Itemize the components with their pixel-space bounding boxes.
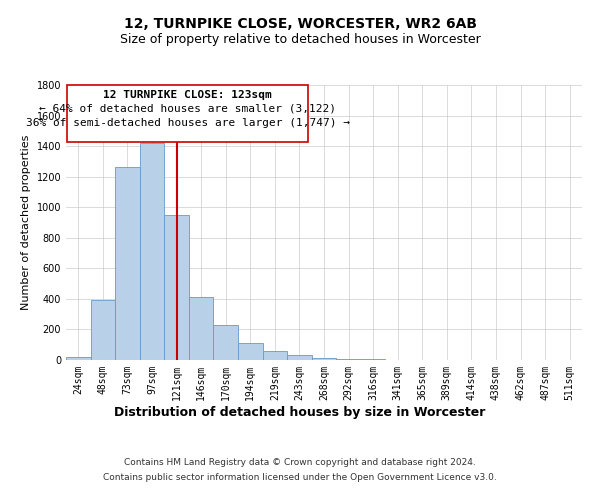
Text: Size of property relative to detached houses in Worcester: Size of property relative to detached ho… [119, 32, 481, 46]
Bar [336, 359, 361, 360]
Bar [263, 351, 287, 360]
Bar [238, 343, 263, 360]
Text: Contains public sector information licensed under the Open Government Licence v3: Contains public sector information licen… [103, 473, 497, 482]
Bar [287, 354, 312, 360]
Text: 12, TURNPIKE CLOSE, WORCESTER, WR2 6AB: 12, TURNPIKE CLOSE, WORCESTER, WR2 6AB [124, 18, 476, 32]
Bar [115, 168, 140, 360]
Y-axis label: Number of detached properties: Number of detached properties [21, 135, 31, 310]
Text: Distribution of detached houses by size in Worcester: Distribution of detached houses by size … [115, 406, 485, 419]
Text: 12 TURNPIKE CLOSE: 123sqm: 12 TURNPIKE CLOSE: 123sqm [103, 90, 272, 100]
Bar [67, 85, 308, 141]
Bar [140, 143, 164, 360]
Bar [361, 359, 385, 360]
Text: Contains HM Land Registry data © Crown copyright and database right 2024.: Contains HM Land Registry data © Crown c… [124, 458, 476, 467]
Text: ← 64% of detached houses are smaller (3,122): ← 64% of detached houses are smaller (3,… [39, 104, 336, 114]
Bar [312, 358, 336, 360]
Bar [164, 215, 189, 360]
Bar [189, 298, 214, 360]
Text: 36% of semi-detached houses are larger (1,747) →: 36% of semi-detached houses are larger (… [26, 118, 350, 128]
Bar [214, 325, 238, 360]
Bar [66, 357, 91, 360]
Bar [91, 300, 115, 360]
